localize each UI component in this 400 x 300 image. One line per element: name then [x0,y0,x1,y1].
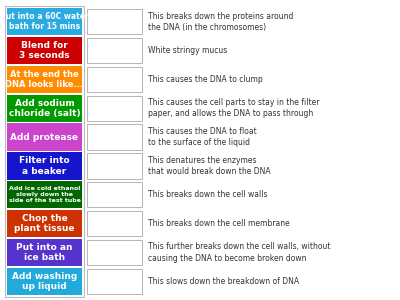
Text: This denatures the enzymes
that would break down the DNA: This denatures the enzymes that would br… [148,156,271,176]
Text: This causes the cell parts to stay in the filter
paper, and allows the DNA to pa: This causes the cell parts to stay in th… [148,98,320,118]
Text: This further breaks down the cell walls, without
causing the DNA to become broke: This further breaks down the cell walls,… [148,242,330,262]
Text: Blend for
3 seconds: Blend for 3 seconds [19,41,70,60]
FancyBboxPatch shape [87,269,142,294]
FancyBboxPatch shape [87,240,142,265]
FancyBboxPatch shape [87,182,142,208]
Text: This slows down the breakdown of DNA: This slows down the breakdown of DNA [148,277,299,286]
FancyBboxPatch shape [7,210,82,237]
FancyBboxPatch shape [87,95,142,121]
Text: Put into a 60C water
bath for 15 mins: Put into a 60C water bath for 15 mins [0,12,89,32]
Text: This breaks down the cell membrane: This breaks down the cell membrane [148,219,290,228]
FancyBboxPatch shape [7,8,82,35]
Text: Add washing
up liquid: Add washing up liquid [12,272,77,291]
Text: This causes the DNA to clump: This causes the DNA to clump [148,75,263,84]
FancyBboxPatch shape [87,67,142,92]
FancyBboxPatch shape [7,239,82,266]
FancyBboxPatch shape [87,38,142,63]
FancyBboxPatch shape [7,181,82,208]
Text: Add protease: Add protease [10,133,78,142]
FancyBboxPatch shape [87,124,142,150]
Text: This causes the DNA to float
to the surface of the liquid: This causes the DNA to float to the surf… [148,127,257,147]
Text: Add ice cold ethanol
slowly down the
side of the test tube: Add ice cold ethanol slowly down the sid… [8,187,80,203]
Text: Chop the
plant tissue: Chop the plant tissue [14,214,75,233]
Text: This breaks down the cell walls: This breaks down the cell walls [148,190,268,199]
Text: White stringy mucus: White stringy mucus [148,46,227,55]
FancyBboxPatch shape [87,9,142,34]
Text: Filter into
a beaker: Filter into a beaker [19,156,70,176]
Text: At the end the
DNA looks like...: At the end the DNA looks like... [6,70,84,89]
FancyBboxPatch shape [7,66,82,93]
FancyBboxPatch shape [7,123,82,151]
FancyBboxPatch shape [7,37,82,64]
FancyBboxPatch shape [7,152,82,180]
Text: Add sodium
chloride (salt): Add sodium chloride (salt) [9,98,80,118]
Text: Put into an
ice bath: Put into an ice bath [16,243,73,262]
Text: This breaks down the proteins around
the DNA (in the chromosomes): This breaks down the proteins around the… [148,12,293,32]
FancyBboxPatch shape [7,268,82,295]
FancyBboxPatch shape [87,153,142,178]
FancyBboxPatch shape [7,94,82,122]
FancyBboxPatch shape [87,211,142,236]
